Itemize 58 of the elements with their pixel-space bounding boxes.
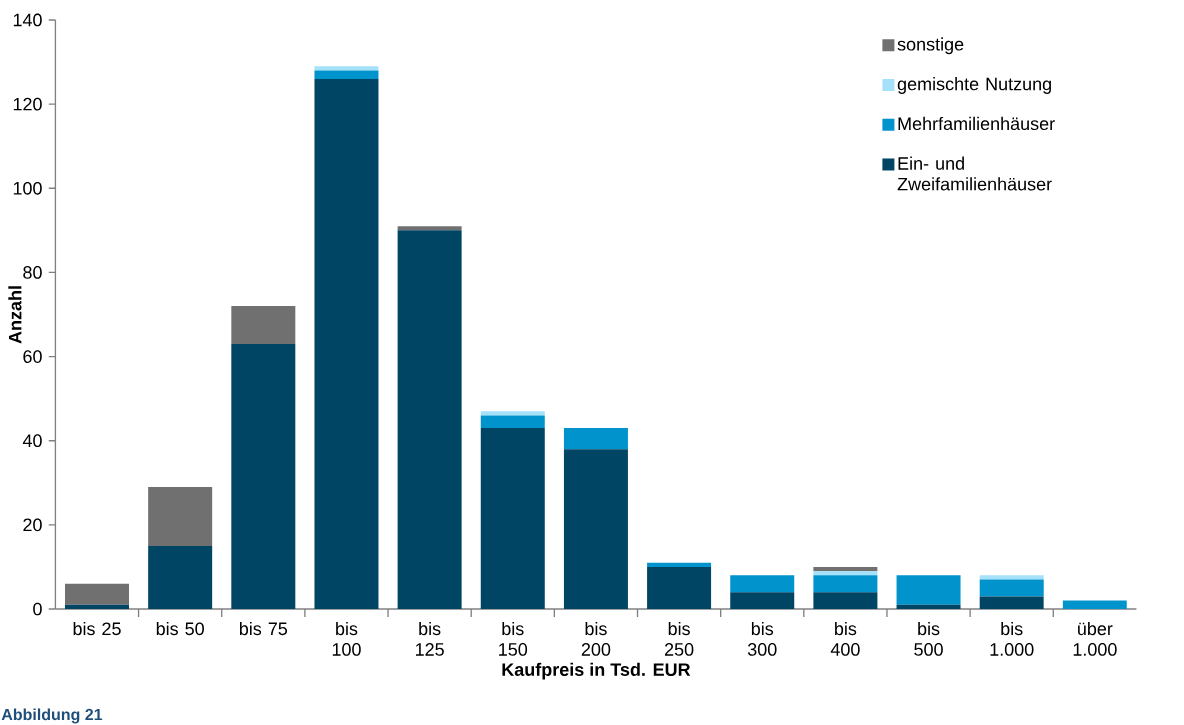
x-tick-label: bis 1.000 xyxy=(990,621,1034,656)
bar xyxy=(563,428,628,450)
y-axis-title: Anzahl xyxy=(8,286,22,344)
bar xyxy=(231,306,296,344)
bar xyxy=(813,592,878,609)
bar xyxy=(730,592,795,609)
y-tick-label: 20 xyxy=(23,518,42,532)
bar xyxy=(65,583,130,605)
bar xyxy=(397,230,462,609)
x-tick-label: bis 300 xyxy=(747,621,777,656)
x-tick-label: bis 100 xyxy=(332,621,361,656)
legend-label: sonstige xyxy=(897,37,964,55)
bar xyxy=(563,449,628,609)
bar xyxy=(480,415,545,429)
bar xyxy=(813,566,878,572)
bar xyxy=(148,545,213,609)
bar xyxy=(730,575,795,593)
bar xyxy=(979,596,1044,609)
x-tick-label: bis 200 xyxy=(581,621,611,656)
legend-label: Mehrfamilienhäuser xyxy=(898,116,1055,131)
bar xyxy=(397,226,462,231)
bar xyxy=(979,579,1044,597)
bar xyxy=(148,486,213,546)
y-tick-label: 0 xyxy=(33,602,42,616)
bar xyxy=(896,575,961,605)
text: Abbildung 21 xyxy=(1,708,103,724)
x-tick-label: bis 400 xyxy=(830,621,860,656)
bar xyxy=(647,566,712,609)
x-tick-label: bis 25 xyxy=(73,621,121,636)
y-tick-label: 80 xyxy=(23,266,42,279)
x-axis-title: Kaufpreis in Tsd. EUR xyxy=(502,662,691,680)
x-tick-label: bis 250 xyxy=(664,621,694,656)
y-tick-label: 120 xyxy=(13,97,42,111)
x-tick-label: bis 500 xyxy=(914,621,943,656)
y-tick-label: 60 xyxy=(23,350,42,363)
x-tick-label: bis 125 xyxy=(415,621,444,656)
bar xyxy=(896,604,961,609)
bar xyxy=(1062,600,1127,609)
bar xyxy=(979,575,1044,580)
bar xyxy=(480,428,545,609)
y-tick-label: 40 xyxy=(22,434,42,448)
bar xyxy=(480,411,545,416)
bar xyxy=(65,604,130,609)
bar xyxy=(231,343,296,609)
bar xyxy=(813,571,878,576)
x-tick-label: bis 75 xyxy=(239,621,288,636)
x-tick-label: bis 150 xyxy=(499,621,528,656)
legend-label: gemischte Nutzung xyxy=(897,77,1051,94)
y-tick-label: 100 xyxy=(13,181,42,195)
bar xyxy=(813,575,878,593)
bar xyxy=(314,66,379,71)
y-tick-label: 140 xyxy=(13,13,42,27)
bar xyxy=(647,562,712,567)
bar xyxy=(314,70,379,79)
legend-label: Ein- und Zweifamilienhäuser xyxy=(897,156,1052,191)
bar xyxy=(314,78,379,609)
x-tick-label: bis 50 xyxy=(156,621,204,636)
x-tick-label: über 1.000 xyxy=(1073,621,1117,656)
